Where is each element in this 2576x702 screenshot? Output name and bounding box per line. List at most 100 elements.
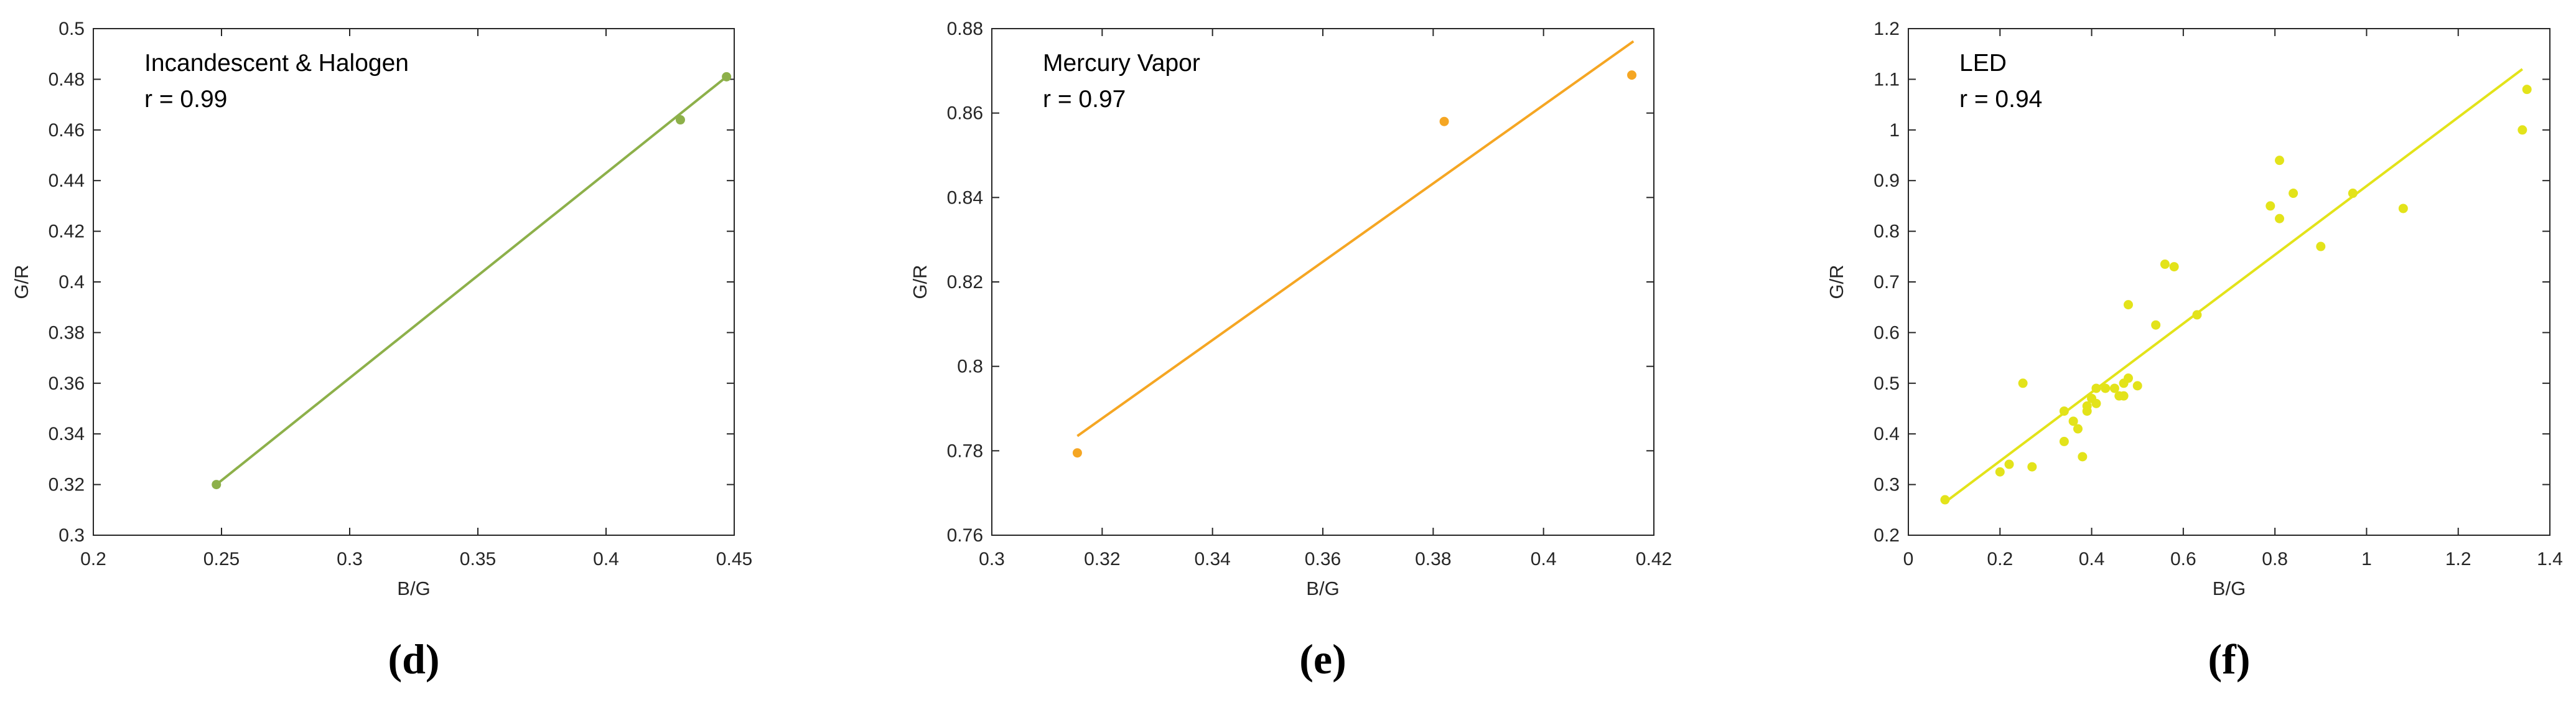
panel-d-y-tick-label: 0.4 bbox=[58, 272, 85, 292]
panel-e-label: (e) bbox=[1299, 635, 1346, 683]
panel-e-fit-line bbox=[1076, 40, 1635, 438]
panel-d-y-axis-label: G/R bbox=[11, 264, 32, 299]
panel-f-annotation-r-value: r = 0.94 bbox=[1959, 86, 2042, 113]
panel-e-y-axis-label: G/R bbox=[909, 264, 931, 299]
panel-d-y-tick-label: 0.44 bbox=[49, 171, 85, 191]
panel-d-y-tick-label: 0.36 bbox=[49, 373, 85, 394]
panel-f-data-point bbox=[2109, 383, 2119, 393]
panel-e-x-axis-label: B/G bbox=[1306, 578, 1339, 599]
panel-e-y-tick-label: 0.8 bbox=[957, 357, 983, 377]
panel-f-data-point bbox=[2119, 391, 2129, 401]
panel-f-data-point bbox=[2073, 424, 2083, 434]
panel-d-x-tick-label: 0.45 bbox=[716, 549, 752, 569]
panel-f-x-tick-label: 1 bbox=[2361, 549, 2372, 569]
panel-f-data-point bbox=[2266, 201, 2275, 211]
panel-d-x-tick-label: 0.4 bbox=[593, 549, 619, 569]
panel-f-data-point bbox=[2091, 398, 2101, 408]
panel-e-x-tick-label: 0.38 bbox=[1415, 549, 1451, 569]
panel-f-y-tick-label: 1 bbox=[1889, 120, 1900, 141]
panel-e-y-tick-label: 0.84 bbox=[947, 187, 983, 208]
panel-d-x-tick-label: 0.25 bbox=[203, 549, 240, 569]
panel-e-y-tick-label: 0.76 bbox=[947, 525, 983, 546]
panel-f-x-tick-label: 0.6 bbox=[2170, 549, 2196, 569]
panel-f-data-point bbox=[2123, 300, 2133, 310]
panel-f-data-point bbox=[2275, 156, 2285, 166]
panel-f-data-point bbox=[2160, 260, 2170, 269]
panel-e-x-tick-label: 0.42 bbox=[1636, 549, 1672, 569]
panel-e-y-tick-label: 0.78 bbox=[947, 441, 983, 461]
panel-f-data-point bbox=[2398, 204, 2408, 213]
panel-e-y-tick-label: 0.86 bbox=[947, 103, 983, 124]
panel-f-data-point bbox=[2192, 310, 2202, 320]
panel-f-data-point bbox=[2004, 459, 2014, 469]
panel-f-y-tick-label: 0.7 bbox=[1874, 272, 1900, 292]
panel-f-x-tick-label: 0.8 bbox=[2262, 549, 2288, 569]
panel-f-y-tick-label: 0.4 bbox=[1874, 424, 1900, 444]
panel-d-y-tick-label: 0.38 bbox=[49, 322, 85, 343]
panel-f-x-tick-label: 0.4 bbox=[2079, 549, 2105, 569]
panel-d-annotation-title: Incandescent & Halogen bbox=[144, 50, 409, 77]
panel-e-data-point bbox=[1439, 116, 1449, 126]
panel-f-data-point bbox=[1995, 467, 2005, 477]
panel-f-data-point bbox=[2027, 462, 2037, 472]
panel-d-x-tick-label: 0.2 bbox=[80, 549, 106, 569]
panel-f-data-point bbox=[2018, 378, 2028, 388]
panel-f-data-point bbox=[2275, 213, 2285, 223]
panel-d-x-tick-label: 0.35 bbox=[460, 549, 496, 569]
panel-f-data-point bbox=[2289, 189, 2298, 199]
panel-d-data-point bbox=[675, 115, 685, 125]
panel-f-x-tick-label: 0 bbox=[1903, 549, 1914, 569]
panel-f-data-point bbox=[2151, 320, 2161, 330]
panel-d-y-tick-label: 0.42 bbox=[49, 222, 85, 242]
panel-d-y-tick-label: 0.5 bbox=[58, 19, 85, 39]
panel-f-data-point bbox=[2068, 416, 2078, 426]
panel-e-annotation-title: Mercury Vapor bbox=[1043, 50, 1200, 77]
panel-f-data-point bbox=[2518, 125, 2527, 135]
panel-f-data-point bbox=[2059, 436, 2069, 446]
panel-f-y-tick-label: 0.2 bbox=[1874, 525, 1900, 546]
panel-d-x-tick-label: 0.3 bbox=[337, 549, 363, 569]
panel-f-y-tick-label: 0.5 bbox=[1874, 373, 1900, 394]
panel-f-y-tick-label: 0.3 bbox=[1874, 475, 1900, 495]
panel-d-y-tick-label: 0.32 bbox=[49, 475, 85, 495]
panel-f-fit-line bbox=[1944, 68, 2524, 503]
panel-f-data-point bbox=[1940, 495, 1950, 505]
panel-f-data-point bbox=[2348, 189, 2358, 199]
panel-d-annotation-r-value: r = 0.99 bbox=[144, 86, 227, 113]
panel-e-x-tick-label: 0.36 bbox=[1305, 549, 1341, 569]
panel-e-x-tick-label: 0.32 bbox=[1084, 549, 1120, 569]
panel-d-y-tick-label: 0.46 bbox=[49, 120, 85, 141]
panel-f-y-axis-label: G/R bbox=[1826, 264, 1847, 299]
panel-d-y-tick-label: 0.3 bbox=[58, 525, 85, 546]
panel-f-x-axis-label: B/G bbox=[2213, 578, 2246, 599]
panel-e-x-tick-label: 0.3 bbox=[979, 549, 1005, 569]
panel-e-y-tick-label: 0.88 bbox=[947, 19, 983, 39]
panel-d-fit-line bbox=[215, 75, 727, 486]
panel-f-data-point bbox=[2123, 373, 2133, 383]
panel-f-y-tick-label: 0.9 bbox=[1874, 171, 1900, 191]
panel-e-x-tick-label: 0.34 bbox=[1194, 549, 1230, 569]
panel-f-x-tick-label: 1.2 bbox=[2445, 549, 2471, 569]
panel-f-label: (f) bbox=[2208, 635, 2251, 683]
panel-f-annotation-title: LED bbox=[1959, 50, 2007, 77]
panel-d-data-point bbox=[212, 480, 222, 490]
panel-d-y-tick-label: 0.34 bbox=[49, 424, 85, 444]
panel-f-x-tick-label: 1.4 bbox=[2537, 549, 2563, 569]
panel-e-data-point bbox=[1072, 448, 1082, 458]
panel-f-chart: 0 0.2 0.4 0.6 0.8 1 1.2 1.40.20.30.40.50.60.70.… bbox=[1826, 19, 2563, 683]
panel-e-annotation-r-value: r = 0.97 bbox=[1043, 86, 1126, 113]
panel-f-data-point bbox=[2059, 406, 2069, 416]
panel-f-y-tick-label: 1.2 bbox=[1874, 19, 1900, 39]
panel-d-data-point bbox=[722, 72, 732, 82]
panel-e-y-tick-label: 0.82 bbox=[947, 272, 983, 292]
panel-f-data-point bbox=[2078, 452, 2088, 462]
panel-f-data-point bbox=[2091, 383, 2101, 393]
panel-f-data-point bbox=[2169, 262, 2179, 272]
panel-d-y-tick-label: 0.48 bbox=[49, 69, 85, 90]
panel-e-chart: 0.3 0.32 0.34 0.36 0.38 0.4 0.42 0.76 0.78 0.8 0.8… bbox=[909, 19, 1672, 683]
panel-f-x-tick-label: 0.2 bbox=[1987, 549, 2013, 569]
panel-f-data-point bbox=[2132, 381, 2142, 391]
panel-f-data-point bbox=[2082, 401, 2092, 411]
panel-f-data-point bbox=[2101, 383, 2111, 393]
